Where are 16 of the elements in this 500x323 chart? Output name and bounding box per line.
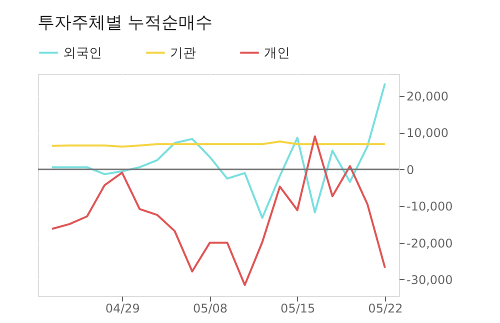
line-series (51, 82, 386, 219)
legend-label: 개인 (264, 46, 290, 61)
y-tick-label: -30,000 (406, 272, 453, 287)
y-tick-label: 20,000 (406, 90, 448, 104)
x-tick-label: 04/29 (105, 302, 140, 316)
y-tick-label: -10,000 (406, 200, 453, 214)
legend-label: 외국인 (63, 46, 102, 61)
x-tick-label: 05/08 (192, 302, 228, 316)
y-tick-label: 0 (406, 162, 414, 177)
legend-label: 기관 (170, 46, 196, 61)
y-tick-label: -20,000 (406, 236, 453, 250)
x-tick-label: 05/22 (368, 302, 403, 316)
line-series (51, 135, 386, 286)
chart-title: 투자주체별 누적순매수 (37, 13, 213, 33)
y-tick-label: 10,000 (406, 126, 448, 140)
x-tick-label: 05/15 (280, 302, 316, 316)
